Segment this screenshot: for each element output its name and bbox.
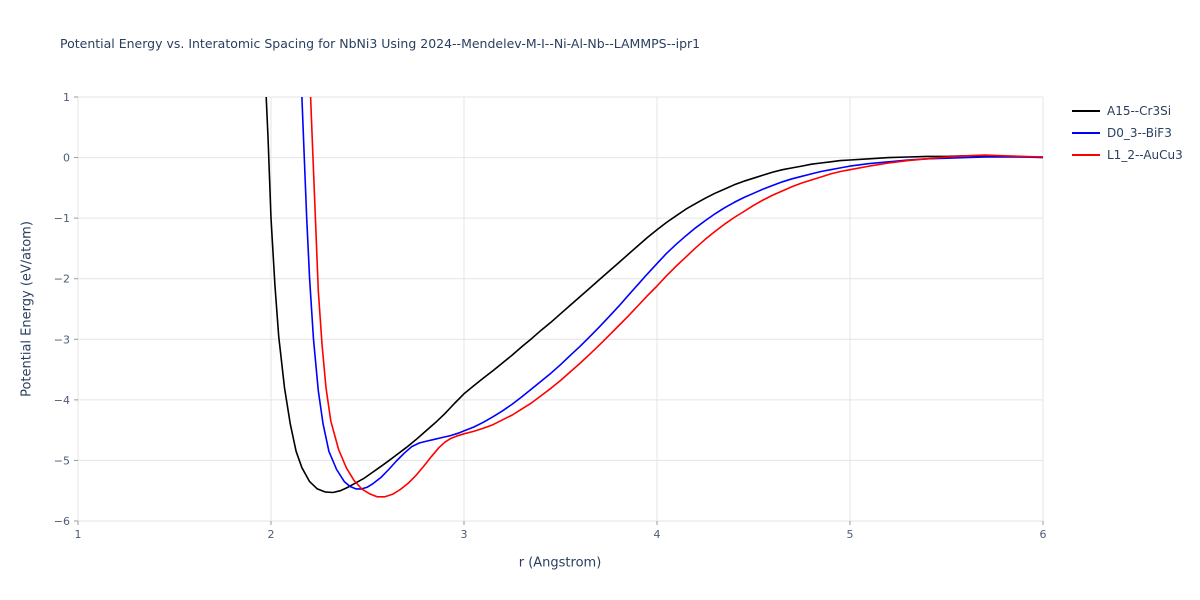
- x-tick-label: 4: [654, 528, 661, 541]
- legend-item-label: L1_2--AuCu3: [1107, 148, 1183, 162]
- series-line-D0_3--BiF3: [301, 97, 1043, 490]
- series-line-L1_2--AuCu3: [309, 97, 1043, 498]
- y-tick-label: −6: [54, 515, 70, 528]
- legend-item-d03-bif3[interactable]: D0_3--BiF3: [1072, 126, 1183, 140]
- legend: A15--Cr3Si D0_3--BiF3 L1_2--AuCu3: [1072, 104, 1183, 162]
- x-tick-label: 1: [75, 528, 82, 541]
- x-tick-label: 5: [847, 528, 854, 541]
- y-tick-label: 1: [63, 91, 70, 104]
- x-tick-label: 3: [461, 528, 468, 541]
- legend-item-label: A15--Cr3Si: [1107, 104, 1172, 118]
- x-tick-label: 2: [268, 528, 275, 541]
- x-axis-label: r (Angstrom): [518, 555, 602, 571]
- legend-line-swatch-black: [1072, 110, 1100, 112]
- y-tick-label: −1: [54, 212, 70, 225]
- y-tick-label: −4: [54, 394, 70, 407]
- y-axis-label: Potential Energy (eV/atom): [19, 221, 35, 397]
- y-tick-label: 0: [63, 152, 70, 165]
- y-tick-label: −3: [54, 333, 70, 346]
- series-line-A15--Cr3Si: [265, 97, 1043, 494]
- chart-title: Potential Energy vs. Interatomic Spacing…: [60, 36, 701, 51]
- x-tick-label: 6: [1040, 528, 1047, 541]
- legend-line-swatch-blue: [1072, 132, 1100, 134]
- y-tick-label: −5: [54, 454, 70, 467]
- y-tick-label: −2: [54, 273, 70, 286]
- legend-item-label: D0_3--BiF3: [1107, 126, 1172, 140]
- legend-item-a15-cr3si[interactable]: A15--Cr3Si: [1072, 104, 1183, 118]
- legend-line-swatch-red: [1072, 154, 1100, 156]
- legend-item-l12-aucu3[interactable]: L1_2--AuCu3: [1072, 148, 1183, 162]
